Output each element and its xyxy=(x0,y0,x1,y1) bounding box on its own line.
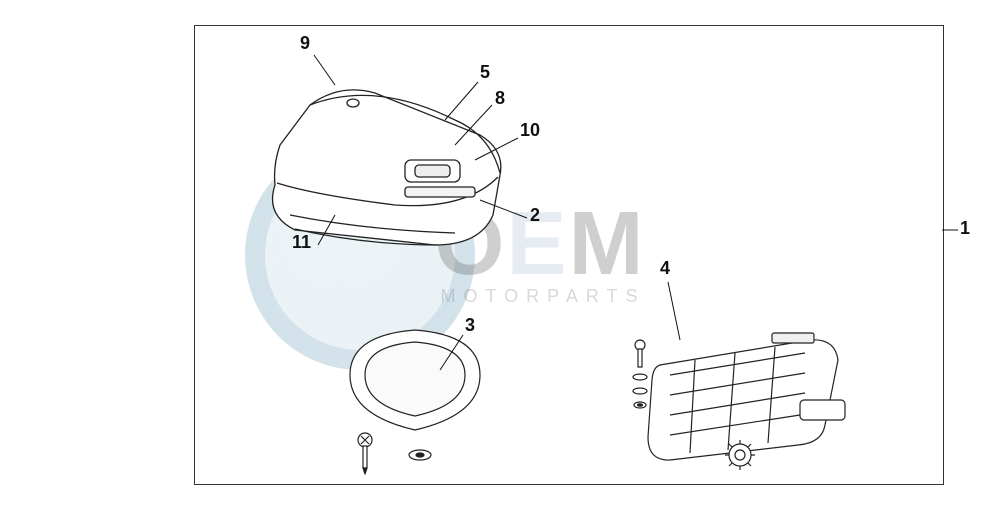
callout-8: 8 xyxy=(495,88,505,109)
callout-2: 2 xyxy=(530,205,540,226)
callout-9: 9 xyxy=(300,33,310,54)
callout-1: 1 xyxy=(960,218,970,239)
leader-lines xyxy=(0,0,1001,505)
callout-3: 3 xyxy=(465,315,475,336)
callout-10: 10 xyxy=(520,120,540,141)
callout-5: 5 xyxy=(480,62,490,83)
callout-4: 4 xyxy=(660,258,670,279)
callout-11: 11 xyxy=(292,232,311,253)
